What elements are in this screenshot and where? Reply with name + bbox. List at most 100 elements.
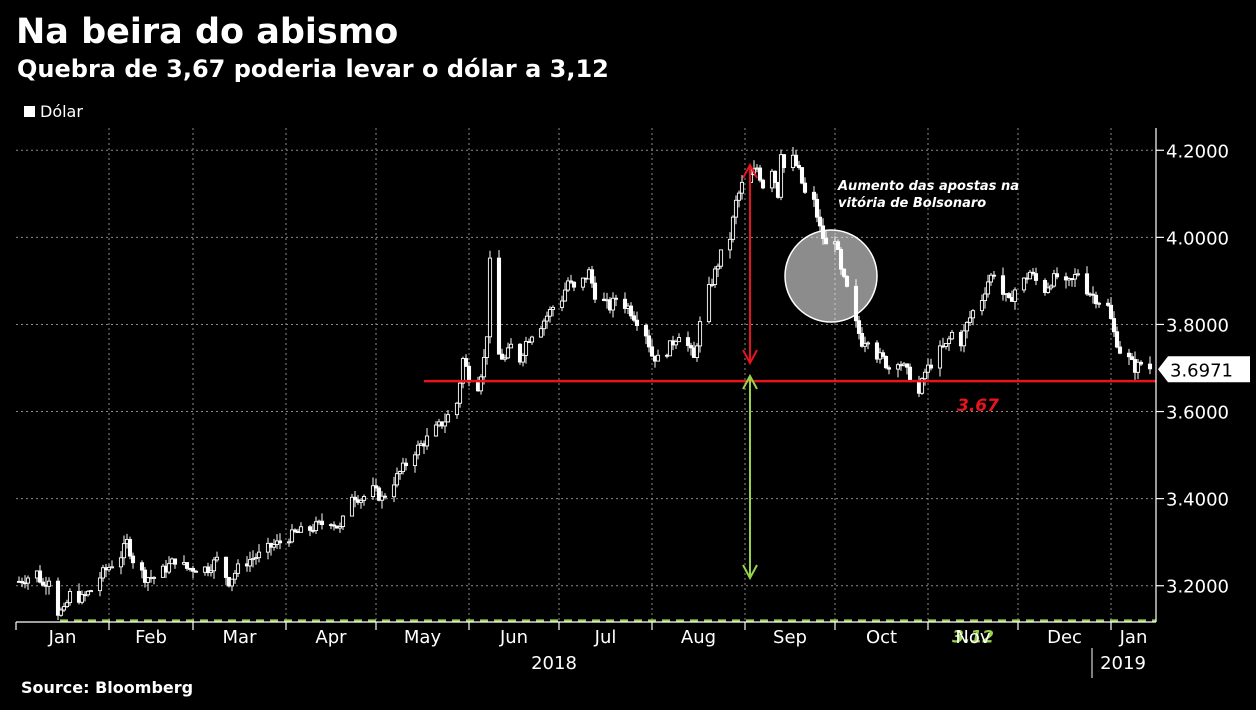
- candle-body: [460, 358, 466, 384]
- y-tick-label: 3.6000: [1166, 403, 1229, 424]
- candle-body: [859, 333, 865, 347]
- legend-swatch: [24, 106, 35, 117]
- candle-body: [793, 154, 799, 166]
- candle-body: [736, 192, 742, 201]
- annotation-line-2: vitória de Bolsonaro: [838, 196, 986, 211]
- candle-body: [796, 165, 802, 169]
- candle-body: [1021, 277, 1027, 291]
- legend: Dólar: [24, 102, 83, 121]
- candle-body: [541, 320, 547, 330]
- candle-body: [919, 378, 925, 394]
- candle-body: [97, 577, 103, 592]
- candle-body: [508, 343, 514, 349]
- candle-body: [415, 444, 421, 456]
- candle-body: [250, 558, 256, 561]
- x-month-label: Oct: [866, 627, 897, 648]
- candle-body: [79, 594, 85, 603]
- candle-body: [712, 268, 718, 285]
- x-month-label: Jan: [1119, 627, 1148, 648]
- candle-body: [571, 281, 577, 288]
- candle-body: [694, 345, 700, 358]
- arrowhead-red-top: [742, 162, 758, 179]
- candle-body: [817, 216, 823, 227]
- candle-body: [442, 421, 448, 427]
- candle-body: [1051, 273, 1057, 287]
- level-lines: 3.67 3.12: [60, 162, 1156, 648]
- candle-body: [298, 526, 304, 533]
- highlight-circle: [784, 229, 878, 323]
- candle-body: [706, 284, 712, 323]
- candle-body: [904, 363, 910, 368]
- candle-body: [856, 320, 862, 334]
- candle-body: [337, 526, 343, 529]
- candle-body: [46, 580, 52, 587]
- candle-body: [799, 167, 805, 184]
- candle-body: [970, 310, 976, 319]
- candle-body: [757, 167, 763, 181]
- candle-body: [172, 558, 178, 565]
- candle-body: [967, 317, 973, 323]
- annotation-line-1: Aumento das apostas na: [837, 179, 1019, 194]
- candle-body: [289, 529, 295, 543]
- candle-body: [40, 581, 46, 586]
- candle-body: [802, 182, 808, 193]
- candle-body: [1111, 318, 1117, 333]
- x-year-label: 2018: [531, 653, 577, 674]
- candle-body: [253, 557, 259, 560]
- candle-body: [403, 462, 409, 467]
- y-tick-label: 4.2000: [1166, 141, 1229, 162]
- candle-body: [487, 257, 493, 338]
- candle-body: [106, 566, 112, 571]
- candle-body: [685, 337, 691, 346]
- candle-body: [193, 570, 199, 573]
- candle-body: [85, 590, 91, 596]
- candle-body: [781, 154, 787, 169]
- level-label-367: 3.67: [957, 396, 999, 416]
- candle-body: [478, 376, 484, 392]
- candle-body: [205, 566, 211, 574]
- x-month-label: Dec: [1047, 627, 1082, 648]
- candle-body: [121, 543, 127, 559]
- level-label-312: 3.12: [952, 628, 994, 648]
- candle-body: [184, 562, 190, 569]
- candle-body: [880, 352, 886, 357]
- candle-body: [1093, 294, 1099, 305]
- y-tick-label: 3.2000: [1166, 577, 1229, 598]
- candle-body: [814, 198, 820, 218]
- candle-body: [982, 293, 988, 302]
- candle-body: [979, 300, 985, 312]
- candle-body: [373, 485, 379, 489]
- candle-body: [445, 414, 451, 423]
- candle-body: [505, 347, 511, 359]
- candle-body: [382, 495, 388, 498]
- candle-body: [25, 577, 31, 584]
- source-note: Source: Bloomberg: [21, 678, 194, 697]
- candle-body: [481, 356, 487, 378]
- candle-body: [292, 529, 298, 533]
- candle-body: [874, 342, 880, 360]
- candle-body: [580, 277, 586, 288]
- x-month-label: Aug: [681, 627, 716, 648]
- candle-body: [1030, 271, 1036, 275]
- x-month-label: Jan: [48, 627, 77, 648]
- candle-body: [565, 280, 571, 291]
- candle-body: [1117, 346, 1123, 354]
- candle-body: [61, 606, 67, 611]
- candle-body: [1135, 361, 1141, 373]
- x-year-label: 2019: [1100, 653, 1146, 674]
- candle-body: [1045, 287, 1051, 293]
- candle-body: [895, 364, 901, 370]
- candle-body: [235, 563, 241, 574]
- candle-body: [964, 321, 970, 332]
- candle-body: [628, 305, 634, 317]
- candle-body: [568, 280, 574, 283]
- candle-body: [1072, 274, 1078, 280]
- candle-body: [208, 570, 214, 574]
- candle-body: [925, 364, 931, 373]
- candle-body: [1147, 363, 1153, 370]
- candle-body: [697, 321, 703, 347]
- candle-body: [1000, 275, 1006, 295]
- candle-body: [1138, 361, 1144, 365]
- candle-body: [1027, 271, 1033, 280]
